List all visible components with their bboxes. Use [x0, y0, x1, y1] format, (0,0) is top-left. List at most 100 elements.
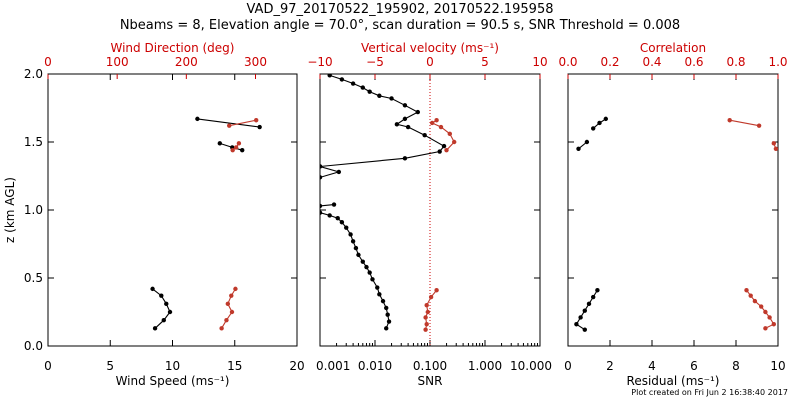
data-point	[595, 288, 600, 293]
data-point	[219, 326, 224, 331]
data-point	[150, 286, 155, 292]
bottom-tick-label: 0.001	[316, 359, 350, 373]
y-tick-label: 1.5	[24, 135, 43, 149]
data-point	[350, 81, 356, 86]
bottom-tick-label: 1.000	[468, 359, 502, 373]
bottom-tick-label: 0.100	[413, 359, 447, 373]
bottom-tick-label: 15	[227, 359, 242, 373]
data-point	[375, 285, 380, 290]
data-point	[195, 116, 200, 122]
data-point	[253, 118, 259, 123]
data-point	[335, 215, 340, 221]
data-point	[597, 120, 602, 126]
data-point	[759, 304, 764, 309]
data-point	[384, 326, 389, 331]
y-tick-label: 0.5	[24, 271, 43, 285]
data-point	[578, 315, 583, 320]
data-point	[348, 232, 353, 237]
data-point	[336, 169, 342, 175]
series-line	[320, 74, 445, 168]
data-point	[437, 149, 442, 154]
chart-panel-3	[567, 73, 779, 347]
top-axis-label: Vertical velocity (ms⁻¹)	[361, 41, 499, 55]
data-point	[320, 203, 323, 209]
data-point	[582, 308, 587, 313]
data-point	[356, 252, 361, 258]
bottom-axis-label: SNR	[418, 374, 443, 388]
data-point	[441, 143, 447, 149]
bottom-tick-label: 5	[106, 359, 114, 373]
top-axis-label: Correlation	[640, 41, 706, 55]
data-point	[384, 305, 389, 311]
data-point	[350, 239, 356, 244]
data-point	[428, 294, 434, 300]
bottom-tick-label: 10	[165, 359, 180, 373]
data-point	[756, 123, 762, 128]
top-tick-label: 200	[175, 55, 198, 69]
top-tick-label: 0.8	[726, 55, 745, 69]
data-point	[164, 301, 169, 307]
data-point	[161, 317, 166, 323]
plot-created-footer: Plot created on Fri Jun 2 16:38:40 2017	[631, 388, 788, 397]
data-point	[230, 147, 235, 153]
y-tick-label: 2.0	[24, 67, 43, 81]
top-tick-label: 100	[106, 55, 129, 69]
data-point	[225, 301, 231, 307]
bottom-tick-label: 6	[690, 359, 698, 373]
bottom-tick-label: 0	[44, 359, 52, 373]
data-point	[423, 327, 428, 332]
data-point	[364, 264, 369, 270]
data-point	[331, 202, 337, 207]
data-point	[415, 109, 420, 115]
top-tick-label: 300	[244, 55, 267, 69]
top-tick-label: 0.0	[558, 55, 577, 69]
data-point	[434, 288, 439, 293]
chart-panel-1	[47, 73, 298, 347]
secondary-series	[219, 118, 259, 331]
data-point	[217, 141, 223, 146]
data-point	[771, 322, 776, 327]
data-point	[360, 259, 365, 264]
series-line	[221, 288, 236, 329]
top-tick-label: 10	[532, 55, 547, 69]
data-point	[582, 327, 587, 332]
data-point	[767, 315, 772, 320]
bottom-tick-label: 8	[732, 359, 740, 373]
data-point	[385, 312, 390, 317]
data-point	[367, 89, 372, 94]
data-point	[763, 326, 768, 331]
data-point	[236, 141, 242, 146]
data-point	[394, 122, 400, 127]
data-point	[402, 116, 408, 122]
primary-series	[320, 74, 447, 331]
data-point	[402, 156, 408, 161]
data-point	[771, 141, 776, 146]
data-point	[425, 309, 430, 315]
secondary-series	[727, 118, 778, 331]
data-point	[452, 139, 457, 145]
chart-subtitle: Nbeams = 8, Elevation angle = 70.0°, sca…	[119, 18, 681, 33]
plot-frame	[567, 73, 779, 347]
data-point	[424, 303, 429, 308]
top-tick-label: 0.4	[642, 55, 661, 69]
data-point	[586, 301, 592, 307]
data-point	[233, 286, 238, 292]
data-point	[229, 309, 235, 315]
data-point	[233, 145, 239, 150]
data-point	[405, 124, 411, 130]
top-tick-label: 0.6	[684, 55, 703, 69]
y-axis-label: z (km AGL)	[3, 177, 17, 243]
bottom-tick-label: 2	[606, 359, 614, 373]
data-point	[422, 133, 427, 138]
data-point	[320, 210, 323, 215]
y-tick-label: 0.0	[24, 339, 43, 353]
bottom-axis-label: Wind Speed (ms⁻¹)	[116, 374, 230, 388]
data-point	[603, 116, 608, 122]
top-tick-label: −5	[366, 55, 384, 69]
top-tick-label: 1.0	[768, 55, 787, 69]
top-tick-label: 5	[481, 55, 489, 69]
chart-title: VAD_97_20170522_195902, 20170522.195958	[246, 2, 554, 17]
data-point	[447, 131, 452, 137]
series-line	[320, 212, 390, 329]
